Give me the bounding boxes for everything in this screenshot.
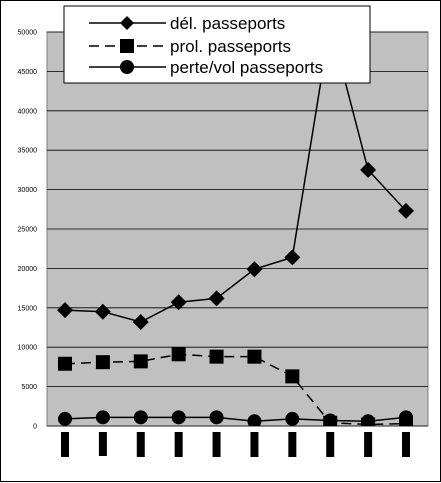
- x-tick-mark: [288, 432, 297, 457]
- y-tick-label: 10000: [18, 345, 38, 352]
- legend-box: [63, 5, 371, 84]
- diamond-marker-icon: [120, 16, 134, 30]
- series-0: [57, 32, 414, 330]
- data-point-diamond: [208, 290, 225, 307]
- series-line: [64, 353, 407, 426]
- data-point-diamond: [284, 249, 301, 266]
- y-axis-tick-labels: 0 5000 10000 15000 20000 25000 30000 35000 40000…: [18, 30, 38, 431]
- data-point-diamond: [360, 161, 377, 178]
- data-point-diamond: [246, 261, 263, 278]
- y-tick-label: 50000: [18, 30, 38, 37]
- data-point-diamond: [132, 313, 149, 330]
- data-point-circle: [171, 410, 186, 425]
- y-tick-label: 40000: [18, 108, 38, 115]
- data-point-diamond: [170, 294, 187, 311]
- x-tick-mark: [98, 432, 107, 456]
- series-line: [64, 416, 407, 423]
- legend-label-perte: perte/vol passeports: [170, 58, 323, 77]
- data-point-square: [133, 354, 148, 369]
- data-point-square: [209, 349, 224, 364]
- legend-label-del: dél. passeports: [170, 14, 285, 33]
- y-tick-label: 5000: [21, 384, 37, 391]
- x-tick-mark: [402, 432, 410, 457]
- data-point-diamond: [398, 202, 414, 219]
- series-lines: [57, 32, 414, 426]
- legend-label-prol: prol. passeports: [170, 37, 291, 56]
- data-point-circle: [323, 413, 338, 426]
- data-point-square: [171, 347, 186, 362]
- x-axis-tick-marks: [61, 432, 410, 457]
- data-point-circle: [361, 414, 376, 426]
- circle-marker-icon: [120, 60, 134, 74]
- data-point-diamond: [94, 303, 111, 320]
- data-point-circle: [285, 411, 300, 426]
- y-tick-label: 15000: [18, 305, 38, 312]
- x-tick-mark: [364, 432, 373, 457]
- legend: dél. passeports prol. passeports perte/v…: [63, 5, 371, 84]
- x-tick-mark: [136, 432, 145, 457]
- y-tick-label: 25000: [18, 227, 38, 234]
- data-point-circle: [209, 410, 224, 425]
- y-tick-label: 45000: [18, 69, 38, 76]
- square-marker-icon: [120, 39, 134, 53]
- x-tick-mark: [174, 432, 183, 457]
- data-point-circle: [399, 410, 413, 425]
- data-point-circle: [247, 414, 262, 426]
- x-tick-mark: [61, 432, 69, 457]
- y-tick-label: 30000: [18, 187, 38, 194]
- data-point-circle: [58, 411, 72, 426]
- x-tick-mark: [250, 432, 259, 457]
- data-point-square: [285, 369, 300, 384]
- data-point-diamond: [57, 302, 73, 319]
- y-tick-label: 0: [33, 424, 37, 431]
- series-line: [64, 32, 407, 323]
- data-point-square: [58, 356, 72, 371]
- y-tick-label: 20000: [18, 266, 38, 273]
- series-2: [58, 410, 413, 426]
- x-tick-mark: [212, 432, 221, 457]
- y-tick-label: 35000: [18, 148, 38, 155]
- data-point-square: [95, 355, 110, 370]
- x-tick-mark: [326, 432, 335, 457]
- data-point-circle: [133, 410, 148, 425]
- data-point-circle: [95, 410, 110, 425]
- data-point-square: [247, 349, 262, 364]
